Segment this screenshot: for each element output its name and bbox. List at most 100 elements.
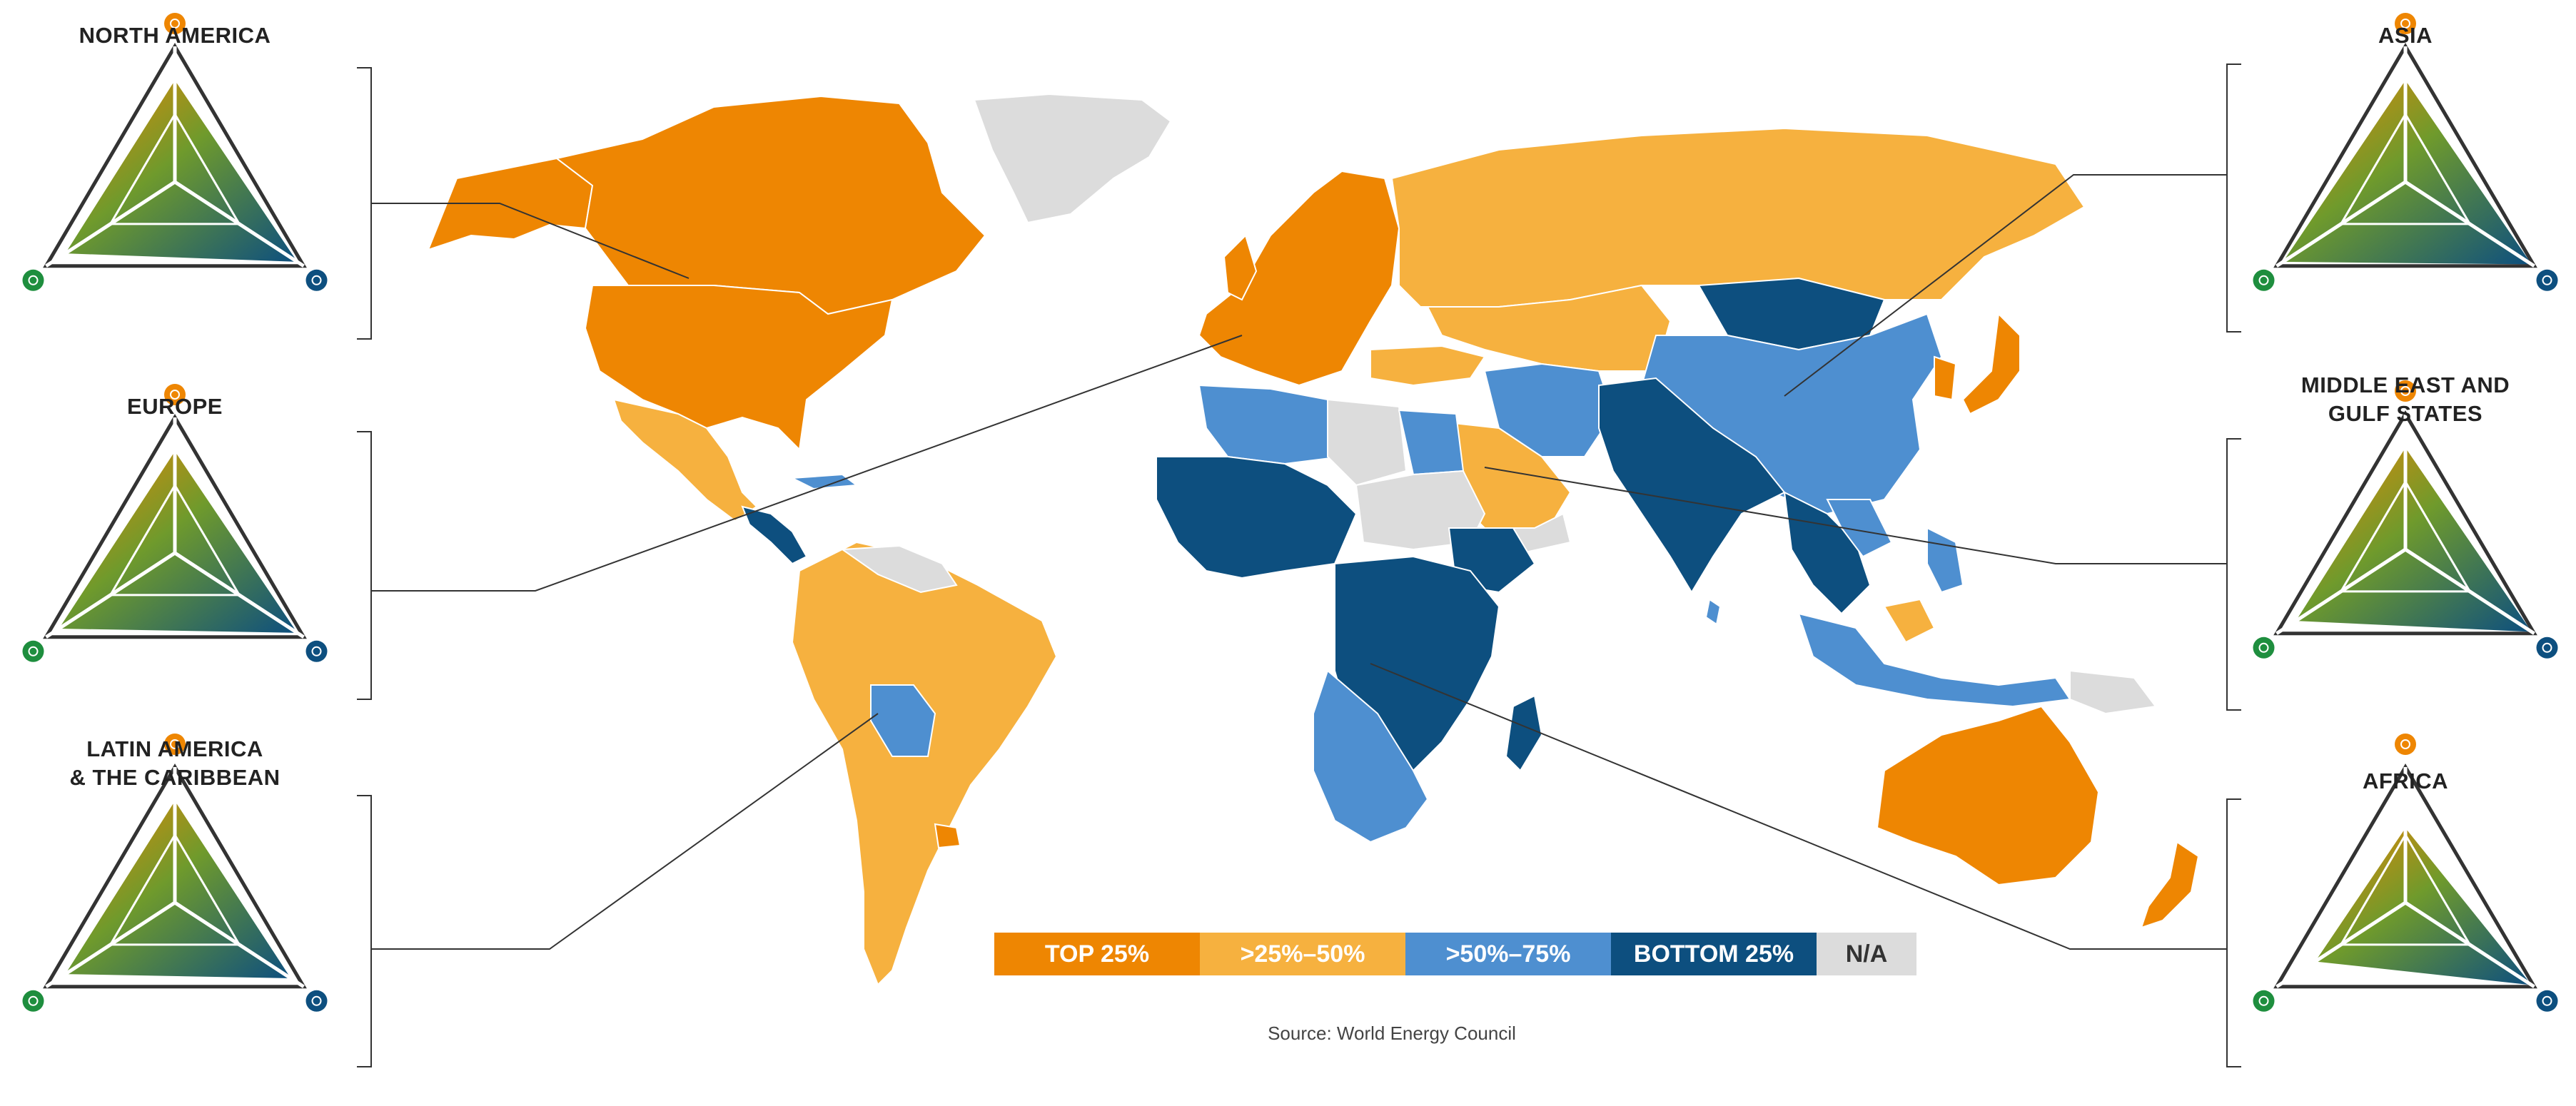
callout-europe [357,335,1243,700]
radar-charts [22,13,2558,1012]
leader-line [1784,174,2227,397]
united-states [584,285,894,452]
png [2069,669,2157,715]
madagascar [1505,694,1543,772]
hand-icon [2536,269,2558,291]
europe [1198,170,1400,387]
region-title-asia: ASIA [2378,23,2433,48]
hand-icon [305,269,328,291]
leaf-icon [2253,990,2275,1012]
triangle-outline [43,763,307,989]
score-area [2315,828,2532,985]
leaf-icon [2253,269,2275,291]
hand-icon [305,990,328,1012]
new-zealand [2140,841,2200,929]
libya [1327,398,1408,487]
venezuela [840,544,958,594]
region-title-europe: EUROPE [127,394,223,419]
leader-line [371,713,879,950]
uruguay [934,823,961,849]
southeast-asia [1783,491,1872,615]
leader-line [371,335,1243,592]
philippines [1926,527,1964,594]
callout-latin-america [357,713,879,1067]
callout-middle-east [1484,438,2241,711]
callout-lines [357,64,2241,1067]
west-africa [1156,456,1358,579]
indonesia [1797,612,2071,708]
hand-icon [2536,636,2558,659]
radar-latin-america [22,734,328,1012]
triangle-outline [2273,43,2537,268]
region-title-north-america: NORTH AMERICA [79,23,271,48]
score-area [59,451,298,633]
triangle-outline [2273,410,2537,636]
leaf-icon [2253,636,2275,659]
legend-item-top25: TOP 25% [994,933,1200,975]
legend-item-50-75: >50%–75% [1405,933,1611,975]
grid-ring [2339,112,2472,225]
australia [1876,705,2100,886]
cuba [789,473,859,490]
radar-middle-east [2253,380,2558,659]
radar-africa [2253,734,2558,1012]
south-asia [1598,377,1786,594]
bracket-line [357,67,372,340]
korea [1934,355,1957,401]
country-shapes [427,93,2200,986]
region-title-middle-east: MIDDLE EAST AND GULF STATES [2300,372,2510,426]
region-title-latin-america: LATIN AMERICA & THE CARIBBEAN [69,736,281,790]
greenland [973,93,1172,224]
lock-icon [164,13,186,34]
region-title-africa: AFRICA [2362,768,2449,793]
lock-icon [2395,13,2416,34]
hand-icon [305,640,328,662]
radar-asia [2253,13,2558,291]
grid-ring [2339,833,2472,946]
grid-ring [108,833,241,946]
callout-asia [1784,64,2241,397]
leader-line [1484,467,2227,564]
legend-item-bottom25: BOTTOM 25% [1611,933,1817,975]
hand-icon [2536,990,2558,1012]
callout-north-america [357,67,690,340]
bracket-line [2226,798,2241,1067]
grid-ring [108,483,241,597]
malaysia [1883,598,1936,644]
callout-africa [1370,663,2241,1067]
score-area [2295,447,2532,632]
map-legend: TOP 25% >25%–50% >50%–75% BOTTOM 25% N/A [994,933,1916,975]
leaf-icon [22,640,44,662]
bracket-line [2226,64,2241,333]
grid-ring [2339,480,2472,593]
triangle-outline [2273,763,2537,989]
leaf-icon [22,269,44,291]
lock-icon [2395,380,2416,402]
triangle-outline [43,414,307,639]
japan [1961,312,2021,415]
turkey [1370,345,1486,387]
indochina [1826,499,1893,558]
southern-africa [1313,669,1429,843]
leader-line [1370,663,2227,950]
radar-north-america [22,13,328,291]
bracket-line [357,431,372,700]
central-america [741,505,808,565]
source-note: Source: World Energy Council [1268,1023,1516,1044]
canada [555,95,986,315]
uk [1223,234,1258,301]
radar-europe [22,384,328,662]
score-area [65,801,291,979]
leader-line [371,203,690,279]
bracket-line [2226,438,2241,711]
bolivia [870,684,936,757]
leaf-icon [22,990,44,1012]
legend-item-25-50: >25%–50% [1200,933,1405,975]
lock-icon [2395,734,2416,755]
legend-item-na: N/A [1817,933,1916,975]
lock-icon [164,734,186,755]
sri-lanka [1704,598,1722,626]
lock-icon [164,384,186,405]
